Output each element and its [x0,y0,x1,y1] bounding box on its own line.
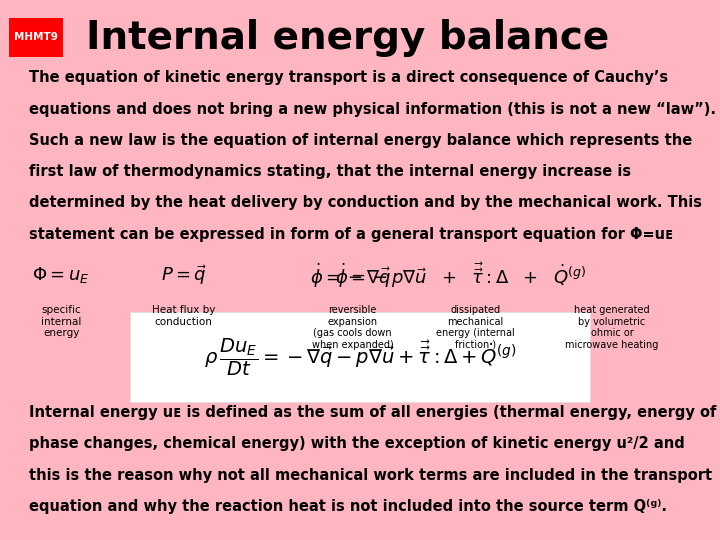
Text: reversible
expansion
(gas cools down
when expanded): reversible expansion (gas cools down whe… [312,305,394,350]
Text: statement can be expressed in form of a general transport equation for Φ=uᴇ: statement can be expressed in form of a … [29,227,673,242]
Text: $\dot{\phi} = -\nabla\vec{q}$: $\dot{\phi} = -\nabla\vec{q}$ [310,261,390,289]
Text: specific
internal
energy: specific internal energy [41,305,81,338]
Text: first law of thermodynamics stating, that the internal energy increase is: first law of thermodynamics stating, tha… [29,164,631,179]
Text: $P = \vec{q}$: $P = \vec{q}$ [161,264,207,287]
Text: equation and why the reaction heat is not included into the source term Q⁽ᵍ⁾.: equation and why the reaction heat is no… [29,499,667,514]
Text: Such a new law is the equation of internal energy balance which represents the: Such a new law is the equation of intern… [29,133,692,148]
Text: $\Phi = u_E$: $\Phi = u_E$ [32,265,90,286]
Text: equations and does not bring a new physical information (this is not a new “law”: equations and does not bring a new physi… [29,102,716,117]
Text: determined by the heat delivery by conduction and by the mechanical work. This: determined by the heat delivery by condu… [29,195,702,211]
Text: Heat flux by
conduction: Heat flux by conduction [152,305,215,327]
Text: dissipated
mechanical
energy (internal
friction ): dissipated mechanical energy (internal f… [436,305,515,350]
Text: phase changes, chemical energy) with the exception of kinetic energy u²/2 and: phase changes, chemical energy) with the… [29,436,685,451]
Text: Internal energy uᴇ is defined as the sum of all energies (thermal energy, energy: Internal energy uᴇ is defined as the sum… [29,405,716,420]
Text: heat generated
by volumetric
ohmic or
microwave heating: heat generated by volumetric ohmic or mi… [565,305,659,350]
Text: The equation of kinetic energy transport is a direct consequence of Cauchy’s: The equation of kinetic energy transport… [29,70,668,85]
Text: $\rho\,\dfrac{Du_E}{Dt} = -\nabla\vec{q} - p\nabla\vec{u} + \vec{\vec{\tau}}:\De: $\rho\,\dfrac{Du_E}{Dt} = -\nabla\vec{q}… [204,336,516,377]
Text: MHMT9: MHMT9 [14,32,58,42]
Text: Internal energy balance: Internal energy balance [86,19,610,57]
Text: this is the reason why not all mechanical work terms are included in the transpo: this is the reason why not all mechanica… [29,468,712,483]
Text: $\dot{\phi} = -p\nabla\vec{u}\ \ +\ \ \vec{\vec{\tau}}:\Delta\ \ +\ \ \dot{Q}^{(: $\dot{\phi} = -p\nabla\vec{u}\ \ +\ \ \v… [336,260,586,291]
